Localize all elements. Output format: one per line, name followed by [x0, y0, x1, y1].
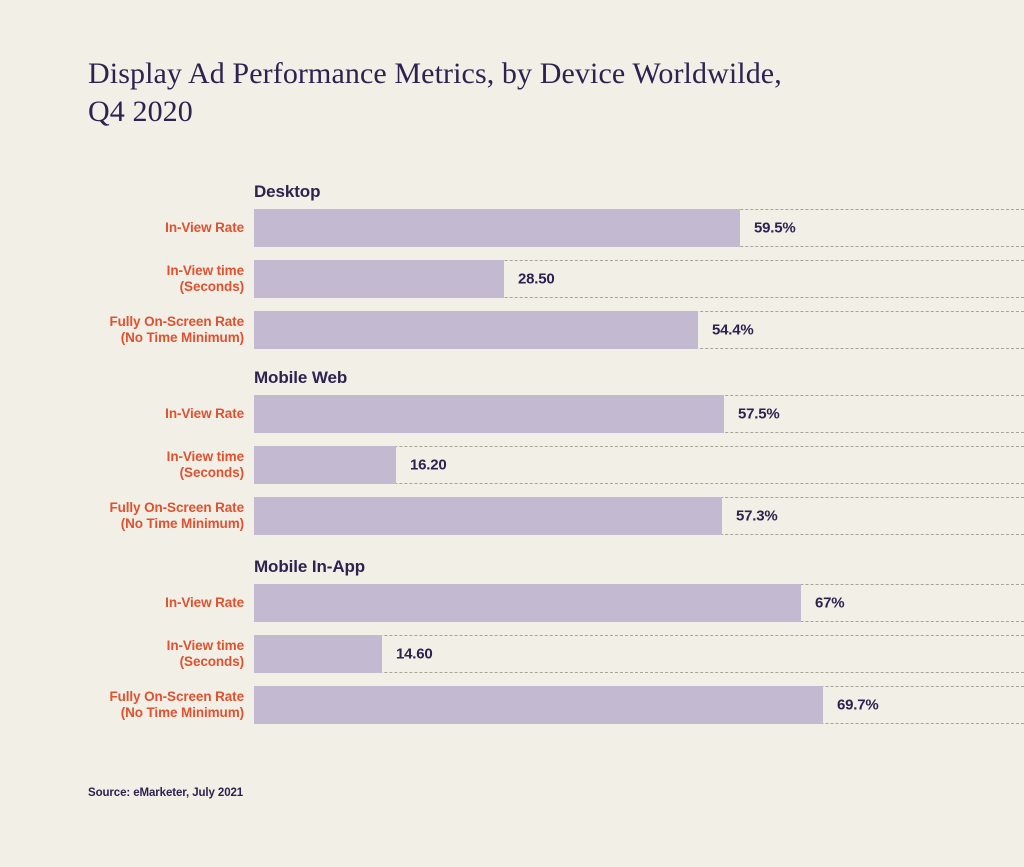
- bar-value-label: 69.7%: [837, 696, 879, 714]
- bar-row: In-View Rate 67%: [0, 584, 1024, 622]
- category-label-line: (No Time Minimum): [120, 330, 244, 345]
- group-heading: Mobile Web: [254, 368, 348, 387]
- bar: [254, 260, 504, 298]
- category-label-line: In-View time: [166, 449, 244, 464]
- category-label-line: In-View Rate: [165, 220, 244, 235]
- source-note: Source: eMarketer, July 2021: [88, 787, 244, 799]
- bar-row: In-View time (Seconds) 28.50: [0, 260, 1024, 298]
- bar-row: In-View Rate 57.5%: [0, 395, 1024, 433]
- bar-row: Fully On-Screen Rate (No Time Minimum) 57.…: [0, 497, 1024, 535]
- bar-value-label: 16.20: [410, 456, 447, 474]
- category-label: Fully On-Screen Rate (No Time Minimum): [109, 689, 244, 721]
- category-label-line: In-View time: [166, 638, 244, 653]
- bar: [254, 686, 823, 724]
- category-label-line: In-View Rate: [165, 595, 244, 610]
- category-label-line: (Seconds): [179, 654, 244, 669]
- gridline: [254, 672, 1024, 673]
- gridline: [254, 297, 1024, 298]
- category-label-line: Fully On-Screen Rate: [109, 500, 244, 515]
- bar: [254, 497, 722, 535]
- gridline: [254, 483, 1024, 484]
- bar-row: In-View time (Seconds) 16.20: [0, 446, 1024, 484]
- bar-value-label: 28.50: [518, 270, 555, 288]
- bar-row: Fully On-Screen Rate (No Time Minimum) 69.…: [0, 686, 1024, 724]
- category-label: In-View time (Seconds): [167, 638, 244, 670]
- title-block: Display Ad Performance Metrics, by Devic…: [88, 55, 788, 131]
- bar: [254, 311, 698, 349]
- category-label: In-View Rate: [165, 406, 244, 422]
- bar: [254, 584, 801, 622]
- group-heading: Mobile In-App: [254, 557, 366, 576]
- category-label: Fully On-Screen Rate (No Time Minimum): [109, 500, 244, 532]
- category-label: Fully On-Screen Rate (No Time Minimum): [109, 314, 244, 346]
- category-label: In-View Rate: [165, 220, 244, 236]
- category-label-line: Fully On-Screen Rate: [109, 314, 244, 329]
- page-title: Display Ad Performance Metrics, by Devic…: [88, 57, 782, 128]
- category-label-line: Fully On-Screen Rate: [109, 689, 244, 704]
- bar: [254, 209, 740, 247]
- gridline: [254, 446, 1024, 447]
- category-label-line: In-View time: [166, 263, 244, 278]
- category-label: In-View time (Seconds): [167, 263, 244, 295]
- bar-value-label: 57.3%: [736, 507, 778, 525]
- bar: [254, 395, 724, 433]
- bar: [254, 446, 396, 484]
- bar: [254, 635, 382, 673]
- category-label-line: (No Time Minimum): [120, 705, 244, 720]
- category-label: In-View Rate: [165, 595, 244, 611]
- bar-row: In-View time (Seconds) 14.60: [0, 635, 1024, 673]
- category-label-line: In-View Rate: [165, 406, 244, 421]
- bar-value-label: 57.5%: [738, 405, 780, 423]
- group-heading: Desktop: [254, 182, 321, 201]
- bar-row: In-View Rate 59.5%: [0, 209, 1024, 247]
- bar-value-label: 14.60: [396, 645, 433, 663]
- category-label-line: (Seconds): [179, 279, 244, 294]
- gridline: [254, 635, 1024, 636]
- bar-value-label: 54.4%: [712, 321, 754, 339]
- category-label-line: (Seconds): [179, 465, 244, 480]
- gridline: [254, 260, 1024, 261]
- bar-row: Fully On-Screen Rate (No Time Minimum) 54.…: [0, 311, 1024, 349]
- bar-value-label: 59.5%: [754, 219, 796, 237]
- bar-value-label: 67%: [815, 594, 845, 612]
- category-label: In-View time (Seconds): [167, 449, 244, 481]
- category-label-line: (No Time Minimum): [120, 516, 244, 531]
